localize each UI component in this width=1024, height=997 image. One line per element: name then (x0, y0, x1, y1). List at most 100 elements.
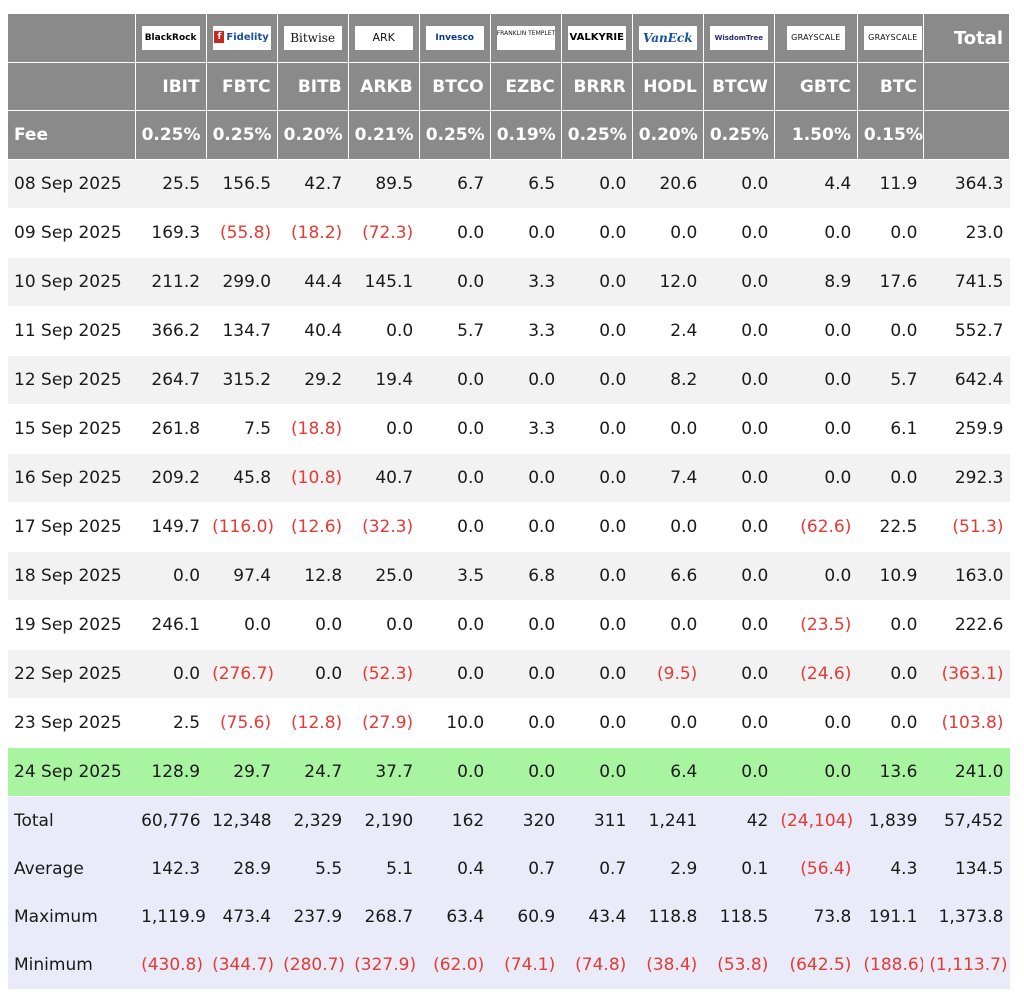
flow-cell: 5.7 (419, 306, 491, 356)
ark-invest-logo: ARK (354, 26, 413, 50)
flow-cell: 6.7 (419, 159, 491, 209)
flow-cell: (9.5) (632, 649, 704, 699)
issuer-logo-cell: f Fidelity (206, 14, 278, 63)
flow-cell: 8.9 (774, 257, 858, 307)
stats-cell: 60.9 (490, 893, 562, 941)
stats-cell: (56.4) (774, 845, 858, 893)
flow-cell: 261.8 (135, 404, 207, 454)
issuer-logo-cell: WisdomTree (703, 14, 775, 63)
flow-cell: (18.8) (277, 404, 349, 454)
fee-value: 0.21% (348, 110, 420, 160)
row-date: 24 Sep 2025 (8, 747, 136, 797)
flow-cell: 169.3 (135, 208, 207, 258)
flow-cell: 17.6 (857, 257, 924, 307)
table-row: 18 Sep 2025 0.0 97.4 12.8 25.0 3.5 6.8 0.0 6.6 0.… (8, 551, 1010, 601)
table-header: BlackRock f Fidelity Bitwise ARK Invesco FRANK… (8, 14, 1011, 160)
flow-cell: 4.4 (774, 159, 858, 209)
flow-cell: 0.0 (277, 600, 349, 650)
flow-cell: 0.0 (703, 355, 775, 405)
flow-cell: (72.3) (348, 208, 420, 258)
fee-label: Fee (8, 110, 136, 160)
grayscale-logo: GRAYSCALE (863, 26, 922, 50)
flow-cell: 299.0 (206, 257, 278, 307)
flow-cell: 0.0 (561, 600, 633, 650)
ticker-header: EZBC (490, 62, 562, 111)
flow-cell: 0.0 (490, 502, 562, 552)
flow-cell: 264.7 (135, 355, 207, 405)
stats-cell: 42 (703, 796, 775, 845)
flow-cell: 145.1 (348, 257, 420, 307)
stats-cell: 1,839 (857, 796, 924, 845)
issuer-logo-cell: GRAYSCALE (774, 14, 858, 63)
flow-cell: 0.0 (561, 502, 633, 552)
daily-flows-body: 08 Sep 2025 25.5 156.5 42.7 89.5 6.7 6.5 0.0 20.… (8, 159, 1010, 797)
table-row: 16 Sep 2025 209.2 45.8 (10.8) 40.7 0.0 0.0 0.0 7… (8, 453, 1010, 503)
ticker-row: IBIT FBTC BITB ARKB BTCO EZBC BRRR HODL BTCW GBTC… (8, 62, 1011, 111)
flow-cell: 0.0 (774, 404, 858, 454)
flow-cell: 22.5 (857, 502, 924, 552)
issuer-logo-cell: FRANKLIN TEMPLETON (490, 14, 562, 63)
ticker-header: GBTC (774, 62, 858, 111)
stats-cell: 5.5 (277, 845, 349, 893)
flow-cell: 6.6 (632, 551, 704, 601)
flow-cell: 0.0 (774, 551, 858, 601)
flow-cell: 3.5 (419, 551, 491, 601)
stats-cell: (430.8) (135, 941, 207, 989)
table-row: 22 Sep 2025 0.0 (276.7) 0.0 (52.3) 0.0 0.0 0.0(… (8, 649, 1010, 699)
stats-cell: 2,190 (348, 796, 420, 845)
table-row: 08 Sep 2025 25.5 156.5 42.7 89.5 6.7 6.5 0.0 20.… (8, 159, 1010, 209)
flow-cell: 0.0 (419, 453, 491, 503)
logo-row: BlackRock f Fidelity Bitwise ARK Invesco FRANK… (8, 14, 1011, 63)
etf-flow-table: BlackRock f Fidelity Bitwise ARK Invesco FRANK… (8, 14, 1011, 989)
fee-value: 0.25% (419, 110, 491, 160)
issuer-logo-cell: Bitwise (277, 14, 349, 63)
stats-label: Maximum (8, 893, 136, 941)
flow-cell: 0.0 (419, 257, 491, 307)
fidelity-mark-icon: f (214, 31, 225, 43)
flow-cell: 0.0 (135, 551, 207, 601)
stats-cell: (53.8) (703, 941, 775, 989)
stats-cell: (24,104) (774, 796, 858, 845)
flow-cell: 0.0 (561, 257, 633, 307)
row-date: 22 Sep 2025 (8, 649, 136, 699)
stats-cell: 28.9 (206, 845, 278, 893)
row-total: 364.3 (923, 159, 1010, 209)
flow-cell: 3.3 (490, 257, 562, 307)
row-total: 642.4 (923, 355, 1010, 405)
flow-cell: 0.0 (857, 306, 924, 356)
table-row: 11 Sep 2025 366.2 134.7 40.4 0.0 5.7 3.3 0.0 2.4… (8, 306, 1010, 356)
table-row: 10 Sep 2025 211.2 299.0 44.4 145.1 0.0 3.3 0.0 1… (8, 257, 1010, 307)
stats-cell: 60,776 (135, 796, 207, 845)
flow-cell: 0.0 (206, 600, 278, 650)
ticker-header: BRRR (561, 62, 633, 111)
corner-cell (8, 14, 136, 63)
flow-cell: 0.0 (774, 355, 858, 405)
stats-cell: (62.0) (419, 941, 491, 989)
stats-cell: 1,119.9 (135, 893, 207, 941)
flow-cell: 42.7 (277, 159, 349, 209)
stats-cell: 0.1 (703, 845, 775, 893)
flow-cell: 0.0 (490, 355, 562, 405)
row-date: 11 Sep 2025 (8, 306, 136, 356)
flow-cell: 315.2 (206, 355, 278, 405)
stats-cell: 5.1 (348, 845, 420, 893)
ticker-corner-cell (8, 62, 136, 111)
ticker-header: HODL (632, 62, 704, 111)
flow-cell: 0.0 (703, 649, 775, 699)
stats-cell: 43.4 (561, 893, 633, 941)
flow-cell: 11.9 (857, 159, 924, 209)
stats-cell: (327.9) (348, 941, 420, 989)
row-date: 10 Sep 2025 (8, 257, 136, 307)
flow-cell: (27.9) (348, 698, 420, 748)
flow-cell: 0.0 (561, 649, 633, 699)
flow-cell: 0.0 (419, 355, 491, 405)
flow-cell: (24.6) (774, 649, 858, 699)
flow-cell: 0.0 (857, 208, 924, 258)
stats-cell: 268.7 (348, 893, 420, 941)
fee-row: Fee 0.25% 0.25% 0.20% 0.21% 0.25% 0.19% 0.25% 0.… (8, 110, 1011, 160)
flow-cell: 149.7 (135, 502, 207, 552)
flow-cell: 0.0 (490, 600, 562, 650)
flow-cell: 366.2 (135, 306, 207, 356)
row-total: 292.3 (923, 453, 1010, 503)
row-date: 19 Sep 2025 (8, 600, 136, 650)
